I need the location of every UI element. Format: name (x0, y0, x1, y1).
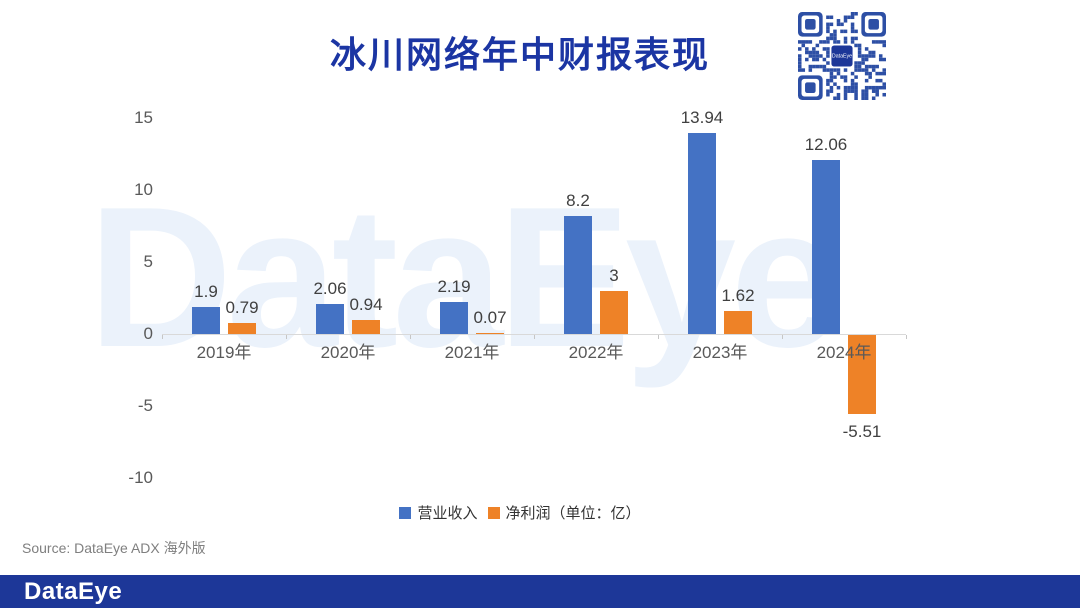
x-axis-tick (162, 335, 163, 339)
dataeye-logo: DataEye (24, 577, 123, 605)
bar-净利润-2020年 (352, 320, 380, 334)
x-axis-line (162, 334, 906, 335)
bar-净利润-2024年 (848, 335, 876, 415)
legend-swatch-profit (487, 506, 500, 519)
x-axis-tick (286, 335, 287, 339)
bar-营业收入-2022年 (564, 215, 592, 334)
legend-label-profit: 净利润（单位：亿） (505, 505, 641, 522)
footer-bar: DataEye (0, 575, 1080, 608)
bar-value-label: 2.19 (437, 277, 471, 297)
y-axis-label: -5 (137, 396, 153, 415)
legend-swatch-revenue (399, 506, 412, 519)
legend-label-revenue: 营业收入 (417, 505, 478, 522)
qr-code: DataEye (798, 12, 886, 100)
bar-value-label: -5.51 (842, 422, 882, 442)
category-label: 2019年 (196, 343, 252, 362)
bar-净利润-2021年 (476, 332, 504, 334)
bar-营业收入-2021年 (440, 302, 468, 334)
x-axis-tick (534, 335, 535, 339)
source-note: Source: DataEye ADX 海外版 (22, 540, 206, 556)
bar-value-label: 8.2 (566, 190, 590, 210)
y-axis-label: 15 (134, 108, 153, 127)
bar-value-label: 0.07 (473, 307, 507, 327)
x-axis-tick (782, 335, 783, 339)
bar-value-label: 1.9 (194, 281, 218, 301)
category-label: 2021年 (444, 343, 500, 362)
bar-value-label: 0.94 (349, 295, 383, 315)
category-label: 2020年 (320, 343, 376, 362)
legend-item-profit: 净利润（单位：亿） (487, 502, 641, 523)
y-axis-label: 5 (143, 252, 153, 271)
chart-legend: 营业收入 净利润（单位：亿） (0, 502, 1040, 523)
category-label: 2023年 (692, 343, 748, 362)
x-axis-tick (658, 335, 659, 339)
bar-净利润-2022年 (600, 290, 628, 334)
x-axis-tick (906, 335, 907, 339)
bar-value-label: 1.62 (721, 285, 755, 305)
bar-营业收入-2019年 (192, 306, 220, 334)
bar-营业收入-2024年 (812, 160, 840, 334)
bar-value-label: 12.06 (804, 135, 848, 155)
legend-item-revenue: 营业收入 (399, 502, 478, 523)
bar-value-label: 2.06 (313, 279, 347, 299)
svg-text:DataEye: DataEye (832, 53, 852, 59)
bar-营业收入-2023年 (688, 133, 716, 334)
y-axis-label: 0 (143, 324, 153, 343)
y-axis-label: -10 (128, 468, 153, 487)
bar-净利润-2019年 (228, 322, 256, 334)
bar-value-label: 13.94 (680, 108, 724, 128)
bar-净利润-2023年 (724, 310, 752, 334)
bar-营业收入-2020年 (316, 304, 344, 334)
category-label: 2024年 (816, 343, 872, 362)
y-axis-label: 10 (134, 180, 153, 199)
category-label: 2022年 (568, 343, 624, 362)
chart-title: 冰川网络年中财报表现 (329, 34, 710, 75)
x-axis-tick (410, 335, 411, 339)
bar-value-label: 3 (609, 265, 619, 285)
bar-value-label: 0.79 (225, 297, 259, 317)
